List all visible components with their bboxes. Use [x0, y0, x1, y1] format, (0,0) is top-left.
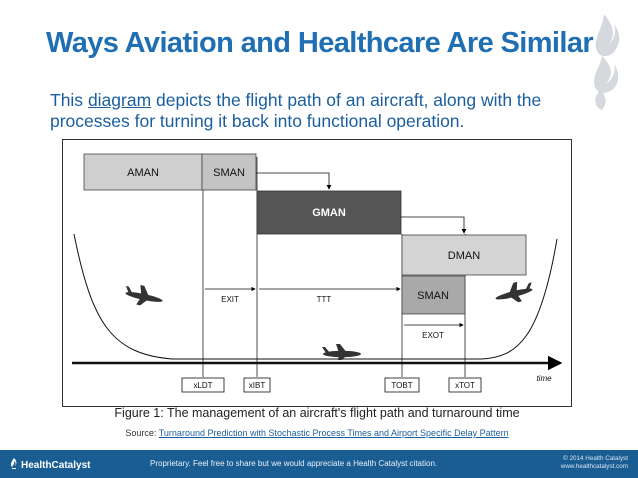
sman-to-gman-arrow	[256, 172, 332, 190]
footer-website: www.healthcatalyst.com	[560, 463, 628, 470]
slide-subtitle: This diagram depicts the flight path of …	[50, 90, 610, 132]
figure-caption: Figure 1: The management of an aircraft'…	[114, 406, 520, 420]
slide-title: Ways Aviation and Healthcare Are Similar	[46, 27, 594, 59]
xtot-marker-box	[448, 377, 482, 393]
footer-brand-name: HealthCatalyst	[21, 460, 91, 471]
subtitle-text-start: This	[50, 90, 88, 110]
flame-icon	[10, 458, 17, 469]
flight-path-diagram: AMAN SMAN GMAN DMAN SMAN EXIT TTT EXOT t…	[62, 139, 572, 407]
source-prefix: Source:	[125, 428, 159, 438]
aman-label: AMAN	[127, 167, 159, 179]
tobt-marker: TOBT	[391, 381, 412, 390]
footer-notice: Proprietary. Feel free to share but we w…	[150, 459, 438, 468]
ttt-label: TTT	[317, 295, 332, 304]
exit-label: EXIT	[221, 295, 239, 304]
xldt-marker: xLDT	[193, 381, 212, 390]
xibt-marker-box	[243, 377, 271, 393]
gman-to-dman-arrow	[401, 216, 467, 234]
footer-bar: HealthCatalyst Proprietary. Feel free to…	[0, 450, 638, 478]
exot-label: EXOT	[422, 331, 444, 340]
flame-logo-icon	[594, 14, 620, 110]
tobt-marker-box	[384, 377, 420, 393]
gman-box	[256, 190, 402, 235]
diagram-link[interactable]: diagram	[87, 90, 152, 110]
landing-airplane-icon	[125, 284, 163, 306]
sman-arrival-box	[201, 153, 257, 191]
footer-brand: HealthCatalyst	[10, 458, 90, 471]
flight-path-curve	[73, 233, 558, 360]
subtitle-text-end: depicts the flight path of an aircraft, …	[50, 90, 542, 131]
gman-label: GMAN	[312, 207, 346, 219]
footer-copyright: © 2014 Health Catalyst	[563, 455, 628, 462]
sman-arrival-label: SMAN	[213, 167, 245, 179]
xldt-marker-box	[181, 377, 225, 393]
dman-label: DMAN	[448, 250, 480, 262]
time-axis-label: time	[536, 374, 552, 383]
aman-box	[83, 153, 203, 191]
footer-credits: © 2014 Health Catalyst www.healthcatalys…	[561, 455, 628, 471]
taxiing-airplane-icon	[322, 344, 361, 360]
source-link[interactable]: Turnaround Prediction with Stochastic Pr…	[158, 428, 509, 438]
xtot-marker: xTOT	[455, 381, 475, 390]
departing-airplane-icon	[495, 281, 533, 303]
source-citation: Source: Turnaround Prediction with Stoch…	[62, 428, 572, 438]
xibt-marker: xIBT	[249, 381, 266, 390]
dman-box	[401, 234, 527, 276]
sman-departure-box	[401, 275, 466, 315]
sman-departure-label: SMAN	[417, 290, 449, 302]
